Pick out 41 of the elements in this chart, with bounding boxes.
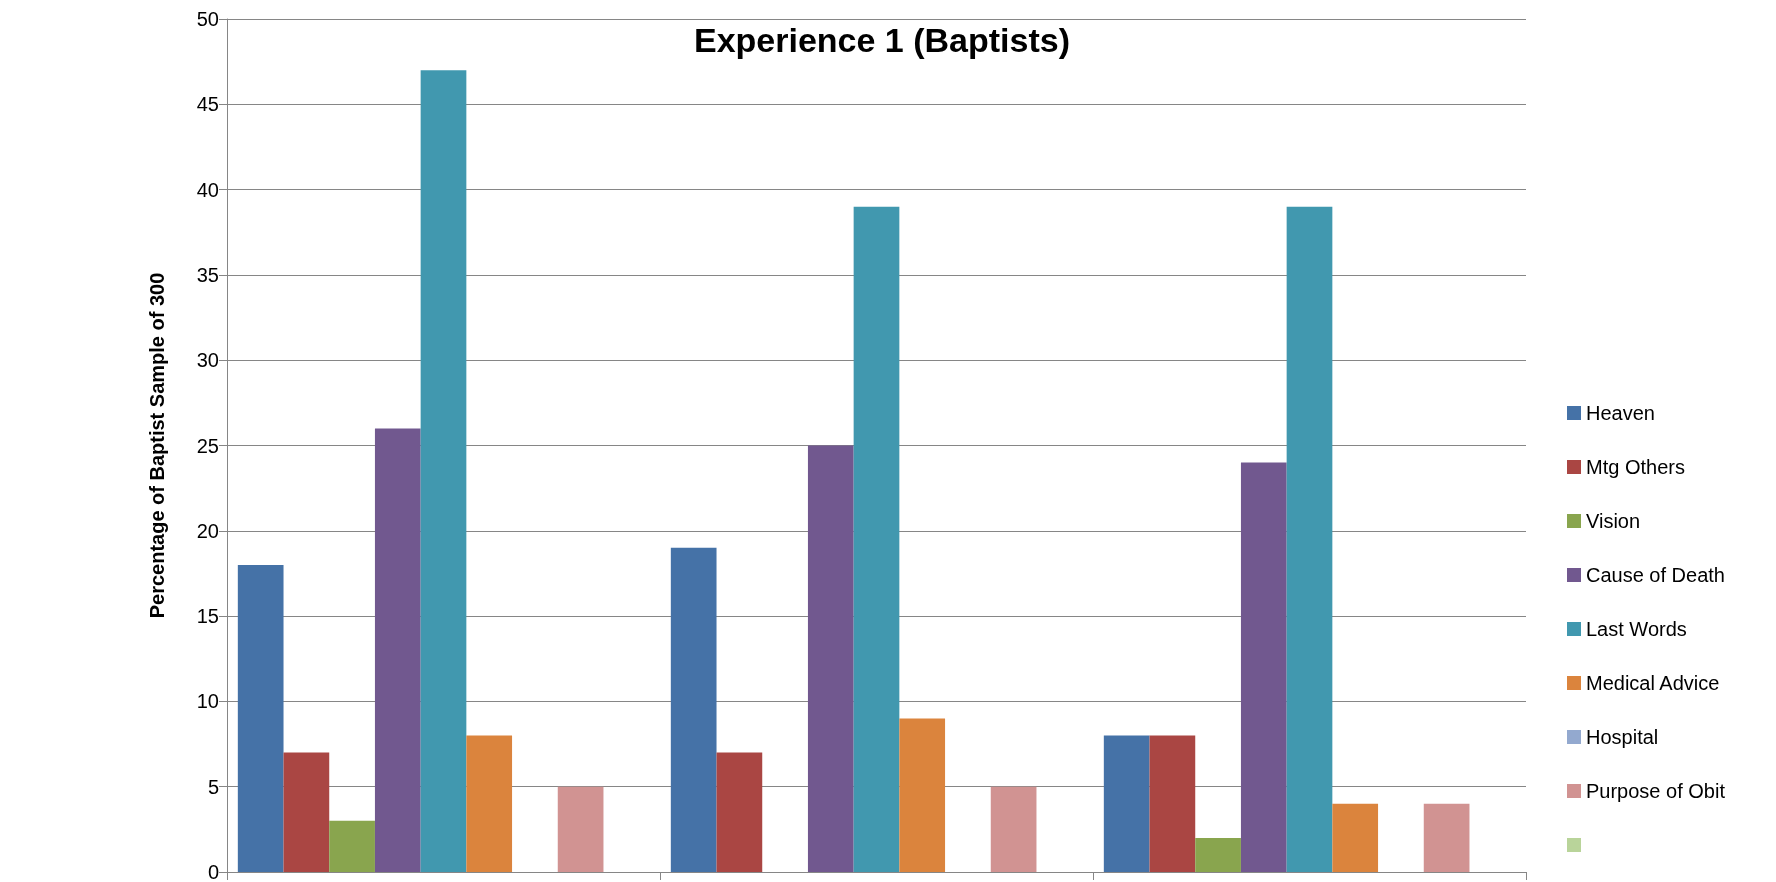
bar <box>1149 735 1196 872</box>
bar <box>899 718 946 872</box>
legend-label: Purpose of Obit <box>1586 780 1726 802</box>
bar <box>807 445 854 872</box>
legend-label: Vision <box>1586 510 1641 532</box>
bar <box>1423 803 1470 872</box>
y-tick-label: 30 <box>196 349 219 372</box>
y-tick-label: 40 <box>196 178 219 201</box>
bar <box>329 820 375 872</box>
bar <box>670 547 717 872</box>
bar <box>990 786 1037 872</box>
chart-title: Experience 1 (Baptists) <box>693 21 1071 59</box>
bar <box>1286 206 1333 872</box>
bar <box>1103 735 1150 872</box>
y-tick-label: 5 <box>207 775 219 798</box>
bar <box>1332 803 1379 872</box>
bar <box>237 564 284 872</box>
legend-label: Heaven <box>1586 402 1655 424</box>
legend-label: Mtg Others <box>1586 456 1685 478</box>
bar <box>853 206 900 872</box>
y-tick-label: 50 <box>196 8 219 30</box>
bar <box>420 70 467 872</box>
y-tick-label: 25 <box>196 434 219 457</box>
y-tick-label: 0 <box>207 861 219 882</box>
bar <box>1240 462 1287 872</box>
bar <box>374 428 421 872</box>
bar <box>557 786 604 872</box>
bar <box>716 752 763 872</box>
y-tick-label: 10 <box>196 690 219 713</box>
legend-label: Cause of Death <box>1586 564 1725 586</box>
bar <box>466 735 513 872</box>
y-axis-title: Percentage of Baptist Sample of 300 <box>146 272 168 619</box>
legend-label: Medical Advice <box>1586 672 1720 694</box>
legend-label: Last Words <box>1586 618 1687 640</box>
y-tick-label: 20 <box>196 519 219 542</box>
legend-label: Hospital <box>1586 726 1659 748</box>
bar <box>1195 837 1241 872</box>
bar <box>283 752 330 872</box>
y-tick-label: 35 <box>196 263 219 286</box>
y-tick-label: 15 <box>196 605 219 628</box>
y-tick-label: 45 <box>196 93 219 116</box>
